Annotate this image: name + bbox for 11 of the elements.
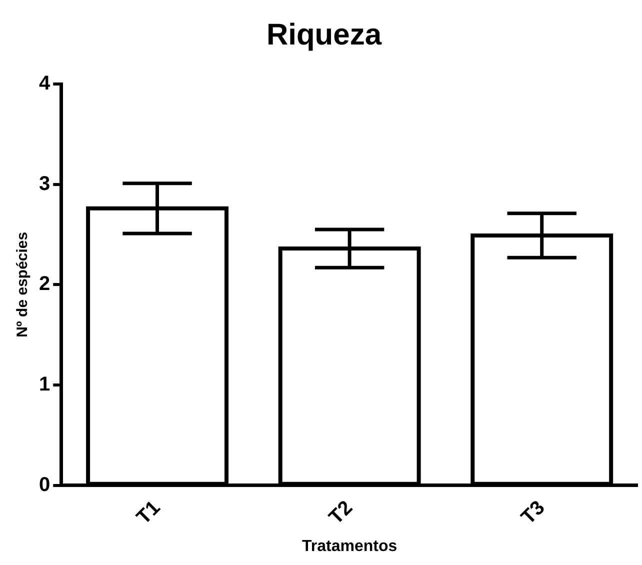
y-tick-label: 2 (39, 273, 50, 296)
x-axis-title: Tratamentos (302, 538, 398, 555)
x-tick-label: T3 (517, 496, 550, 529)
y-tick-label: 0 (39, 474, 50, 496)
x-tick-label: T1 (132, 496, 165, 529)
y-tick-label: 3 (39, 172, 50, 195)
chart-title: Riqueza (266, 18, 382, 52)
x-tick-label: T2 (324, 496, 357, 529)
y-axis-title: Nº de espécies (14, 232, 32, 338)
y-tick-label: 4 (39, 72, 51, 95)
y-tick-label: 1 (39, 374, 50, 396)
